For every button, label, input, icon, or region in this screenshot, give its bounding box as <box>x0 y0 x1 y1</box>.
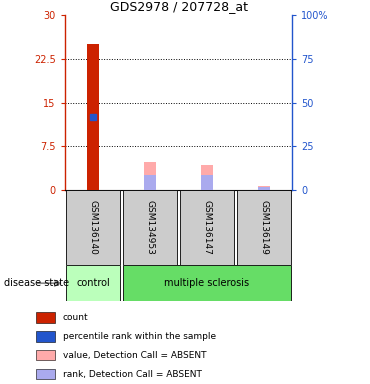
Text: control: control <box>76 278 110 288</box>
Text: multiple sclerosis: multiple sclerosis <box>164 278 249 288</box>
Bar <box>36 313 54 323</box>
Bar <box>258 186 270 190</box>
Text: rank, Detection Call = ABSENT: rank, Detection Call = ABSENT <box>63 370 202 379</box>
Bar <box>201 175 213 190</box>
Bar <box>87 45 100 190</box>
Text: count: count <box>63 313 88 322</box>
Text: GSM136140: GSM136140 <box>89 200 98 255</box>
Bar <box>123 265 291 301</box>
Bar <box>36 350 54 361</box>
Text: disease state: disease state <box>4 278 69 288</box>
Text: GSM134953: GSM134953 <box>145 200 155 255</box>
Bar <box>36 369 54 379</box>
Bar <box>201 165 213 190</box>
Bar <box>258 187 270 190</box>
Bar <box>236 190 291 265</box>
Bar <box>123 190 177 265</box>
Text: value, Detection Call = ABSENT: value, Detection Call = ABSENT <box>63 351 206 360</box>
Bar <box>144 175 157 190</box>
Bar <box>180 190 234 265</box>
Text: GSM136149: GSM136149 <box>259 200 268 255</box>
Text: GSM136147: GSM136147 <box>202 200 212 255</box>
Bar <box>66 265 121 301</box>
Text: percentile rank within the sample: percentile rank within the sample <box>63 332 216 341</box>
Bar <box>144 162 157 190</box>
Bar <box>36 331 54 341</box>
Bar <box>66 190 121 265</box>
Title: GDS2978 / 207728_at: GDS2978 / 207728_at <box>110 0 248 13</box>
